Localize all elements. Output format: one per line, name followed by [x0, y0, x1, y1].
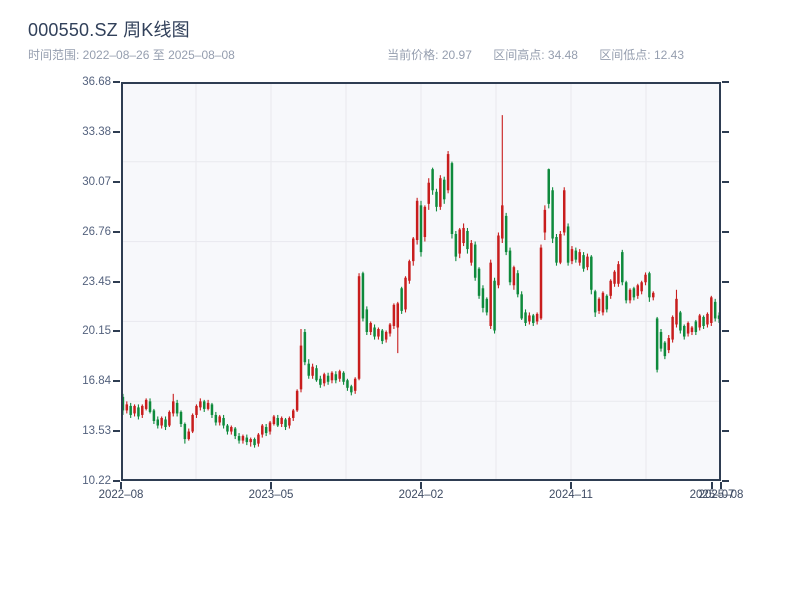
y-axis-tick — [113, 81, 120, 83]
y-axis-tick-right — [722, 330, 729, 333]
y-axis-label: 13.53 — [82, 425, 111, 438]
y-axis-label: 10.22 — [82, 475, 111, 487]
y-axis-tick-right — [722, 81, 729, 83]
x-axis-tick — [120, 482, 122, 489]
page-title: 000550.SZ 周K线图 — [28, 20, 190, 40]
period-low-stat: 区间低点: 12.43 — [599, 48, 684, 62]
x-axis-tick — [570, 482, 572, 489]
period-high-stat: 区间高点: 34.48 — [493, 48, 578, 62]
x-axis-label: 2025–07 — [689, 489, 735, 501]
candlestick-canvas — [121, 82, 721, 481]
y-axis-tick-right — [722, 480, 729, 482]
y-axis-tick — [113, 180, 120, 183]
y-axis-tick-right — [722, 280, 729, 283]
y-axis-label: 26.76 — [82, 225, 111, 238]
x-axis-label: 2024–11 — [549, 489, 593, 501]
y-axis-label: 33.38 — [82, 125, 111, 138]
y-axis-label: 30.07 — [82, 175, 111, 188]
y-axis-label: 20.15 — [82, 325, 111, 338]
y-axis-tick-right — [722, 130, 729, 133]
period-high-value: 34.48 — [547, 48, 578, 62]
x-axis-tick — [711, 482, 713, 489]
y-axis-tick-right — [722, 230, 729, 233]
y-axis-tick-right — [722, 380, 729, 383]
y-axis-tick — [113, 280, 120, 283]
period-low-value: 12.43 — [653, 48, 684, 62]
y-axis-label: 23.45 — [82, 275, 111, 288]
y-axis-tick-right — [722, 430, 729, 433]
gridlines — [121, 82, 721, 481]
x-axis-tick — [720, 482, 722, 489]
current-price-stat: 当前价格: 20.97 — [387, 48, 472, 62]
y-axis-tick — [113, 130, 120, 133]
y-axis-tick — [113, 480, 120, 482]
candles — [121, 115, 721, 448]
x-axis-label: 2024–02 — [398, 489, 444, 501]
x-axis-label: 2023–05 — [248, 489, 294, 501]
y-axis-tick — [113, 430, 120, 433]
chart-plot-area: 36.68 33.38 30.07 26.76 23.45 20.15 16.84 13.53… — [82, 76, 743, 501]
period-low-label: 区间低点: — [599, 48, 651, 62]
y-axis-tick — [113, 330, 120, 333]
y-axis-label: 16.84 — [82, 375, 111, 388]
x-axis-label: 2022–08 — [98, 489, 144, 501]
period-high-label: 区间高点: — [493, 48, 545, 62]
y-axis-tick-right — [722, 180, 729, 183]
date-range-label: 时间范围: 2022–08–26 至 2025–08–08 — [28, 48, 235, 62]
plot-border — [121, 82, 721, 481]
current-price-value: 20.97 — [441, 48, 472, 62]
x-axis-label: 2025–08 — [698, 489, 744, 501]
y-axis-tick — [113, 380, 120, 383]
x-axis-tick — [270, 482, 272, 489]
price-stats: 当前价格: 20.97 区间高点: 34.48 区间低点: 12.43 — [387, 46, 684, 63]
y-axis-tick — [113, 230, 120, 233]
current-price-label: 当前价格: — [387, 48, 439, 62]
x-axis-tick — [420, 482, 422, 489]
y-axis-label: 36.68 — [82, 76, 111, 88]
